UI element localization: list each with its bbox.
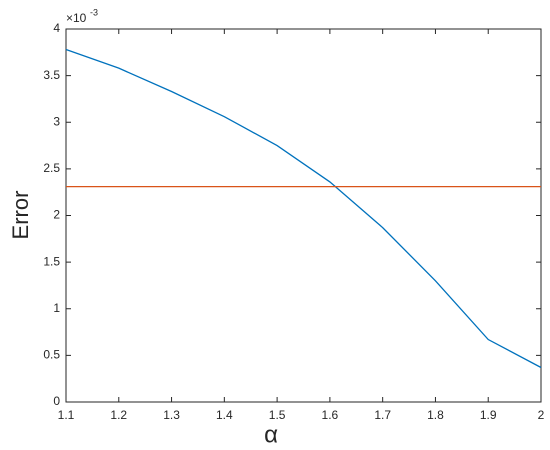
- axes-box: [65, 28, 542, 403]
- y-tick-label: 3.5: [43, 68, 60, 82]
- y-tick-label: 0.5: [43, 348, 60, 362]
- y-axis-label: Error: [8, 191, 33, 240]
- x-tick-label: 1.7: [374, 408, 391, 422]
- y-tick-label: 2: [53, 208, 60, 222]
- x-tick-label: 1.8: [427, 408, 444, 422]
- x-tick-label: 1.3: [163, 408, 180, 422]
- x-tick-label: 1.6: [322, 408, 339, 422]
- y-tick-label: 4: [53, 21, 60, 35]
- y-tick-label: 1.5: [43, 254, 60, 268]
- y-tick-label: 1: [53, 301, 60, 315]
- y-exponent-base: ×10: [66, 11, 87, 25]
- x-tick-label: 1.4: [216, 408, 233, 422]
- y-tick-label: 2.5: [43, 161, 60, 175]
- x-tick-label: 1.2: [110, 408, 127, 422]
- y-tick-label: 3: [53, 114, 60, 128]
- x-tick-label: 1.9: [480, 408, 497, 422]
- x-tick-label: 1.5: [269, 408, 286, 422]
- series-line: [65, 48, 542, 369]
- y-tick-label: 0: [53, 394, 60, 408]
- x-tick-label: 2: [538, 408, 545, 422]
- x-tick-label: 1.1: [58, 408, 75, 422]
- x-axis-label: α: [264, 421, 278, 448]
- y-exponent-power: -3: [90, 7, 98, 17]
